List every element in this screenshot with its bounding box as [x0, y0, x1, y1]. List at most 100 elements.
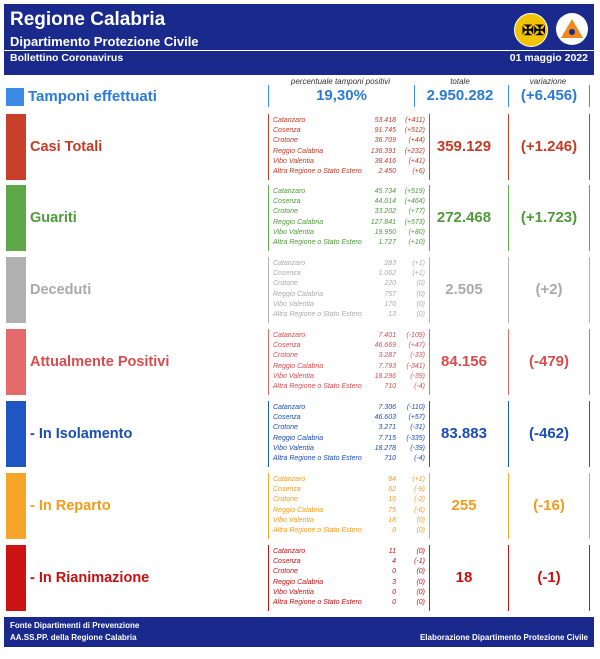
province-row: Reggio Calabria 136.391 (+232): [273, 148, 429, 159]
province-delta: (+411): [405, 117, 425, 124]
province-value: 710: [384, 455, 396, 462]
section-change: (+2): [508, 257, 590, 323]
province-delta: (0): [416, 527, 425, 534]
province-value: 46.669: [374, 342, 396, 350]
province-value: 7.793: [378, 362, 396, 370]
province-row: Altra Regione o Stato Estero 1.727 (+10): [273, 239, 429, 250]
col-header-total: totale: [450, 77, 470, 86]
province-name: Cosenza: [273, 127, 301, 135]
province-value: 36.709: [374, 137, 396, 145]
province-row: Crotone 3.271 (-31): [273, 424, 429, 435]
province-row: Catanzaro 7.401 (-109): [273, 332, 429, 343]
tamponi-pct: 19,30%: [268, 85, 415, 107]
province-name: Altra Regione o Stato Estero: [273, 239, 362, 246]
province-list: Catanzaro 283 (+1) Cosenza 1.062 (+1) Crotone 2…: [268, 257, 430, 323]
province-name: Reggio Calabria: [273, 506, 324, 514]
province-name: Catanzaro: [273, 188, 306, 195]
province-value: 7.306: [378, 404, 396, 411]
province-value: 46.603: [374, 414, 396, 422]
province-name: Catanzaro: [273, 332, 306, 339]
province-delta: (0): [416, 599, 425, 606]
province-row: Catanzaro 11 (0): [273, 548, 429, 559]
section-0: Casi Totali Catanzaro 53.418 (+411) Cosenza 9…: [4, 114, 594, 180]
province-value: 84: [388, 476, 396, 483]
province-delta: (-2): [414, 496, 425, 504]
section-label: - In Rianimazione: [30, 570, 150, 586]
province-delta: (0): [416, 516, 425, 524]
section-label: - In Reparto: [30, 498, 111, 514]
tamponi-marker: [6, 88, 24, 106]
province-value: 3: [392, 578, 396, 586]
province-name: Catanzaro: [273, 404, 306, 411]
province-row: Altra Regione o Stato Estero 13 (0): [273, 311, 429, 322]
province-name: Reggio Calabria: [273, 362, 324, 370]
section-total: 18: [455, 569, 473, 586]
province-value: 53.418: [374, 117, 396, 124]
province-row: Cosenza 46.603 (+57): [273, 414, 429, 425]
section-change: (-16): [508, 473, 590, 539]
bulletin-title: Bollettino Coronavirus: [10, 52, 124, 64]
province-row: Cosenza 4 (-1): [273, 558, 429, 569]
province-row: Reggio Calabria 7.715 (-335): [273, 435, 429, 446]
province-value: 19.950: [374, 228, 396, 236]
province-name: Catanzaro: [273, 117, 306, 124]
province-delta: (+44): [408, 137, 425, 145]
province-value: 11: [388, 548, 396, 555]
province-value: 45.734: [374, 188, 396, 195]
province-delta: (+77): [408, 208, 425, 216]
province-value: 3.271: [378, 424, 396, 432]
province-list: Catanzaro 7.306 (-110) Cosenza 46.603 (+57) Cr…: [268, 401, 430, 467]
province-value: 4: [392, 558, 396, 566]
province-delta: (0): [416, 578, 425, 586]
province-name: Reggio Calabria: [273, 218, 324, 226]
province-delta: (-9): [414, 486, 425, 494]
province-row: Altra Regione o Stato Estero 2.450 (+6): [273, 168, 429, 179]
section-change: (+1.246): [508, 114, 590, 180]
province-name: Vibo Valentia: [273, 300, 314, 308]
section-1: Guariti Catanzaro 45.734 (+519) Cosenza 44.01…: [4, 185, 594, 251]
province-row: Crotone 3.287 (-33): [273, 352, 429, 363]
province-row: Altra Regione o Stato Estero 0 (0): [273, 599, 429, 610]
province-row: Vibo Valentia 18.296 (-39): [273, 373, 429, 384]
province-value: 16: [388, 496, 396, 504]
tamponi-total: 2.950.282: [426, 87, 494, 104]
section-change: (-479): [508, 329, 590, 395]
province-row: Vibo Valentia 170 (0): [273, 301, 429, 312]
province-delta: (0): [416, 588, 425, 596]
province-value: 62: [388, 486, 396, 494]
section-label: Attualmente Positivi: [30, 354, 170, 370]
province-value: 0: [392, 599, 396, 606]
province-name: Crotone: [273, 496, 298, 504]
province-delta: (-341): [406, 362, 425, 370]
province-value: 170: [384, 300, 396, 308]
province-value: 0: [392, 527, 396, 534]
page-title: Regione Calabria: [10, 9, 166, 30]
province-value: 0: [392, 568, 396, 576]
province-row: Crotone 220 (0): [273, 280, 429, 291]
section-5: - In Reparto Catanzaro 84 (+1) Cosenza 62 (-9)…: [4, 473, 594, 539]
province-name: Reggio Calabria: [273, 147, 324, 155]
section-color-bar: [6, 114, 26, 180]
province-name: Crotone: [273, 208, 298, 216]
province-name: Cosenza: [273, 342, 301, 350]
province-delta: (-33): [410, 352, 425, 360]
province-delta: (+464): [404, 198, 425, 206]
province-row: Crotone 33.202 (+77): [273, 208, 429, 219]
section-color-bar: [6, 185, 26, 251]
province-row: Vibo Valentia 38.416 (+41): [273, 158, 429, 169]
province-delta: (-39): [410, 444, 425, 452]
regione-calabria-logo-icon: ✠✠: [514, 13, 548, 47]
province-row: Catanzaro 84 (+1): [273, 476, 429, 487]
province-delta: (0): [416, 568, 425, 576]
province-name: Vibo Valentia: [273, 516, 314, 524]
province-name: Vibo Valentia: [273, 588, 314, 596]
section-total: 255: [451, 497, 477, 514]
province-row: Altra Regione o Stato Estero 0 (0): [273, 527, 429, 538]
footer-asp: AA.SS.PP. della Regione Calabria: [10, 633, 137, 642]
province-delta: (-4): [414, 383, 425, 390]
section-2: Deceduti Catanzaro 283 (+1) Cosenza 1.062 (+1)…: [4, 257, 594, 323]
province-row: Catanzaro 7.306 (-110): [273, 404, 429, 415]
bulletin-date: 01 maggio 2022: [509, 52, 588, 64]
province-value: 18: [388, 516, 396, 524]
section-label: Deceduti: [30, 282, 92, 298]
